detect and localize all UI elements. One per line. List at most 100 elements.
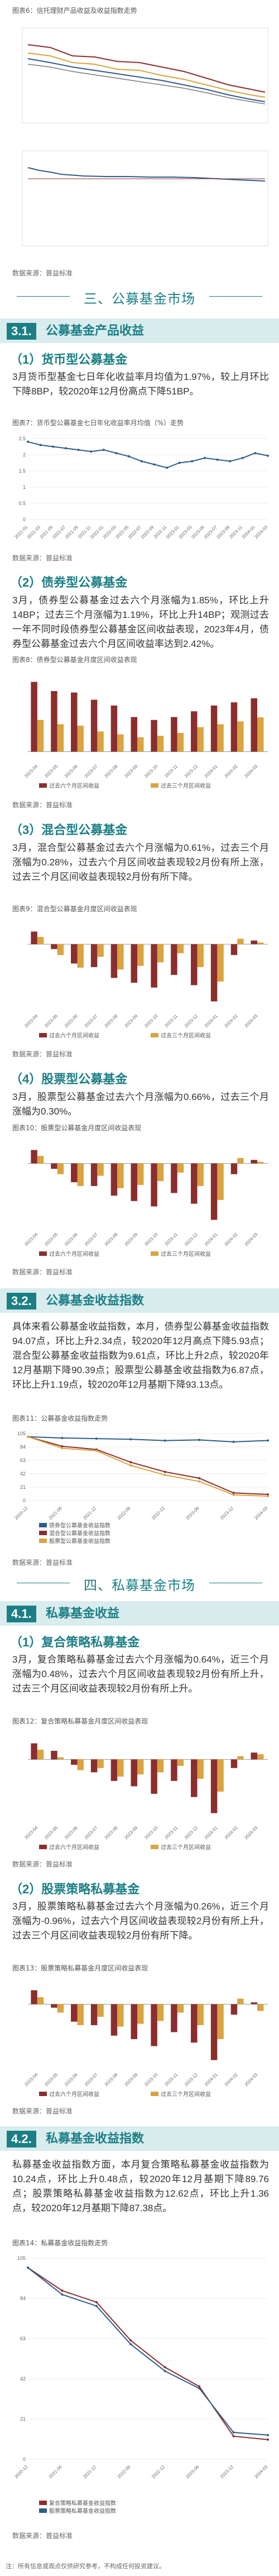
data-point [163,2370,166,2373]
legend-swatch [39,1539,47,1543]
bar [110,944,118,978]
bar [217,2004,224,2039]
bar [57,724,64,752]
y-tick-label: 0 [23,517,26,522]
figure-title: 图表14：私募基金收益指数走势 [12,2239,108,2247]
composite-strategy-paragraph: 3月，复合策略私募基金过去六个月涨幅为0.64%，近三个月涨幅为0.48%，过去… [12,1654,269,1694]
bar [210,944,218,1002]
legend-swatch [151,1845,158,1849]
figure-9: 图表9：混合型公募基金月度区间收益表现 [0,904,279,913]
figure-7: 图表7：货币型公募基金七日年化收益率月均值（%）走势 [0,418,279,427]
bar [51,1163,57,1169]
bar [37,1156,44,1164]
legend-label: 过去三个月区间收益 [161,1250,211,1258]
subsection-3-1: 3.1. 公募基金产品收益 [0,318,279,343]
data-point [129,2339,132,2342]
bar [217,944,224,982]
x-tick-label: 2023-05 [44,1825,59,1841]
bar [90,1163,98,1186]
bar [171,1163,177,1193]
x-tick-label: 2024-02 [224,1013,239,1029]
legend-swatch [39,1531,47,1535]
y-tick-label: 1.5 [18,468,26,474]
data-point [61,2293,64,2296]
stock-strategy-paragraph: 3月，股票策略私募基金过去六个月涨幅为0.26%，近三个月涨幅为-0.96%，过… [12,1901,269,1941]
money-fund-paragraph: 3月货币型基金七日年化收益率月均值为1.97%，较上月环比下降8BP，较2020… [12,372,269,397]
legend-label: 股票策略私募基金收益指数 [49,2507,116,2515]
bar [117,734,124,752]
figure-title: 图表13：股票策略私募基金月度区间收益表现 [12,1964,148,1972]
bond-fund-paragraph: 3月，债券型公募基金过去六个月涨幅为1.85%，环比上升14BP；过去三个月涨幅… [12,595,269,649]
bar [191,711,198,752]
x-tick-label: 2023-03 [178,525,194,540]
x-tick-label: 2021-03 [26,525,42,540]
x-tick-label: 2023-12 [184,764,199,779]
y-tick-label: 0 [23,1498,26,1503]
data-point [165,466,168,469]
bar [137,2004,144,2024]
bar [117,2004,124,2027]
bar [230,2004,238,2015]
legend-label: 过去三个月区间收益 [161,782,211,789]
data-point [61,2289,64,2292]
bar [131,1163,138,1201]
subsection-4-1: 4.1. 私募基金收益 [0,1601,279,1626]
footer-note: 注：所有信息或观点仅供研究参考，不构成任何投资建议。 [6,2563,165,2570]
x-tick-label: 2024-03 [243,1825,259,1841]
bar [171,2004,177,2032]
data-point [267,2438,269,2441]
data-point [61,1437,64,1439]
bar [31,931,37,945]
x-tick-label: 2023-05 [44,1232,59,1247]
x-tick-label: 2023-04 [23,2072,39,2088]
x-tick-label: 2023-10 [143,1825,159,1841]
x-tick-label: 2024-01 [204,1013,219,1029]
data-point [241,456,244,459]
series-line [27,1436,268,1442]
figure-11: 图表11：公募基金收益指数走势 [0,1413,279,1423]
bar [237,1756,244,1760]
data-point [129,2343,132,2346]
x-tick-label: 2023-10 [143,1013,159,1029]
y-tick-label: 0.5 [18,501,26,506]
bar [51,691,57,752]
x-tick-label: 2024-03 [253,1506,269,1521]
data-point [198,1477,201,1479]
series-line [27,1436,268,1497]
legend-swatch [39,1845,47,1849]
source-note: 数据来源：普益标准 [12,2107,73,2115]
bar [97,1163,104,1176]
bar [137,1759,144,1775]
x-tick-label: 2023-04 [23,1013,39,1029]
bar [217,1163,224,1200]
x-tick-label: 2024-02 [224,2072,239,2088]
bar [110,1759,118,1781]
data-point [77,449,80,451]
x-tick-label: 2023-05 [190,525,206,540]
mixed-fund-bar-chart: 2023-04 2023-05 2023-06 2023-07 2023-08 2023-… [23,931,268,1039]
bar [177,2004,184,2013]
data-point [254,452,257,455]
bar [230,1759,238,1768]
series-line [27,1436,268,1496]
data-point [115,452,118,455]
bar [51,944,57,949]
x-tick-label: 2023-05 [44,2072,59,2088]
x-tick-label: 2024-02 [224,1232,239,1247]
bar [177,1163,184,1173]
subsection-title: 公募基金产品收益 [46,323,145,337]
source-note: 数据来源：普益标准 [12,801,73,809]
x-tick-label: 2024-03 [243,2072,259,2088]
money-fund-yield-chart: 0 0.5 1 1.5 2 2.5 2021-012021-032021-052021-07… [13,436,269,540]
y-tick-label: 1 [23,484,26,490]
data-point [198,2387,201,2390]
bar [210,705,218,752]
bar [257,1754,264,1760]
bar [210,1163,218,1220]
y-tick-label: 84 [20,1444,26,1450]
bar [171,1759,177,1781]
legend-swatch [151,783,158,788]
bar [151,944,157,988]
bar [131,2004,138,2039]
x-tick-label: 2023-07 [84,1232,99,1247]
